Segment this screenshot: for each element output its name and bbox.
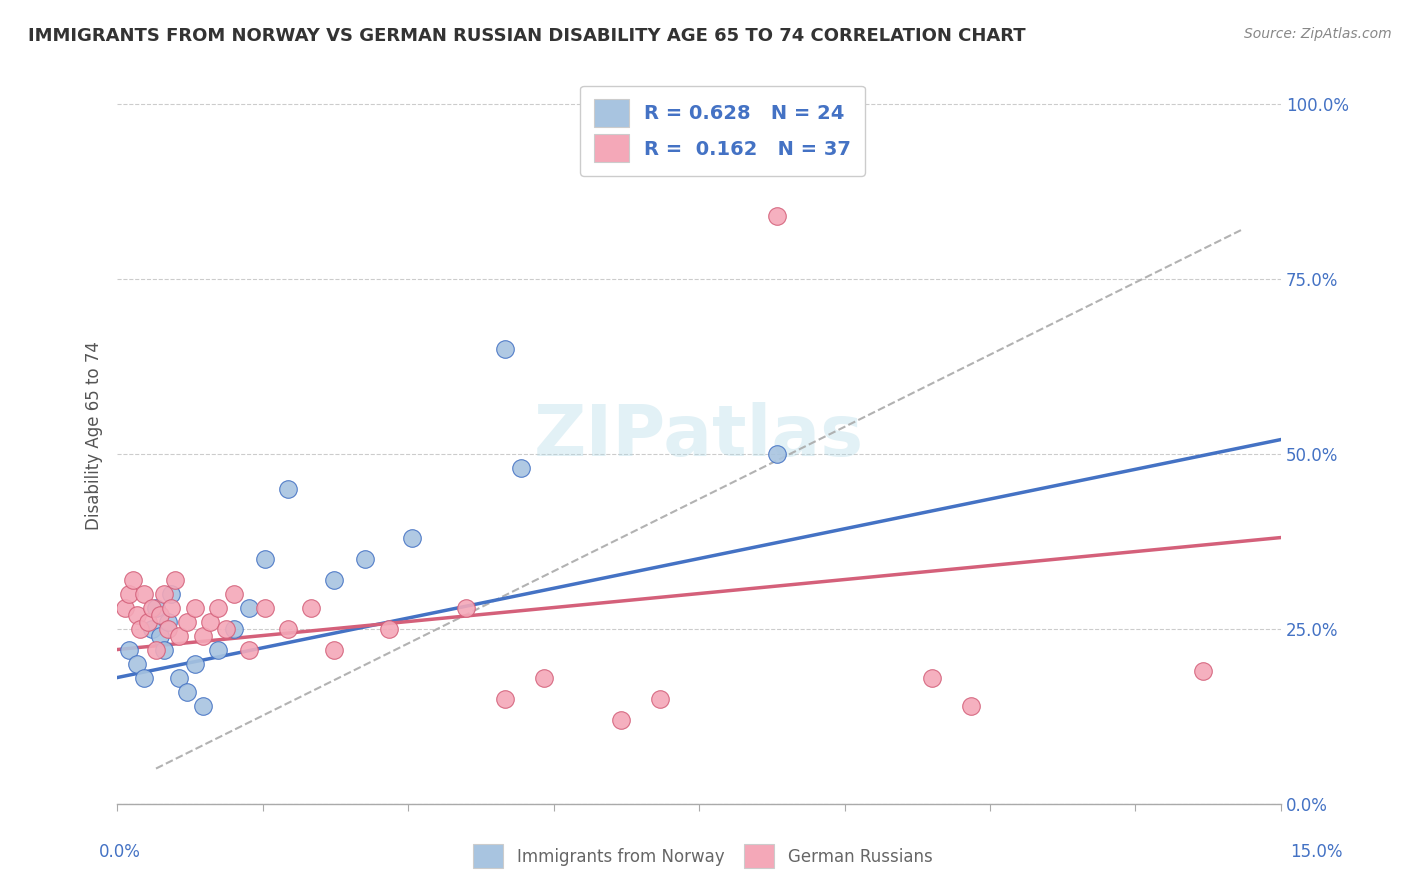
Point — [165, 573, 187, 587]
Point — [118, 642, 141, 657]
Point — [149, 607, 172, 622]
Point — [141, 622, 163, 636]
Point — [253, 600, 276, 615]
Point — [125, 657, 148, 671]
Point — [650, 691, 672, 706]
Point — [765, 446, 787, 460]
Point — [167, 671, 190, 685]
Point — [377, 622, 399, 636]
Point — [959, 698, 981, 713]
Point — [238, 642, 260, 657]
Point — [207, 600, 229, 615]
Text: ZIPatlas: ZIPatlas — [534, 401, 865, 471]
Point — [207, 642, 229, 657]
Point — [277, 622, 299, 636]
Point — [118, 586, 141, 600]
Point — [145, 600, 167, 615]
Point — [176, 615, 198, 629]
Point — [323, 642, 346, 657]
Point — [136, 615, 159, 629]
Point — [921, 671, 943, 685]
Point — [765, 209, 787, 223]
Point — [1192, 664, 1215, 678]
Point — [184, 657, 207, 671]
Point — [184, 600, 207, 615]
Point — [167, 629, 190, 643]
Point — [160, 600, 183, 615]
Point — [299, 600, 322, 615]
Point — [191, 698, 214, 713]
Point — [121, 573, 143, 587]
Point — [509, 460, 531, 475]
Text: 0.0%: 0.0% — [98, 843, 141, 861]
Point — [134, 586, 156, 600]
Text: 15.0%: 15.0% — [1291, 843, 1343, 861]
Legend: Immigrants from Norway, German Russians: Immigrants from Norway, German Russians — [467, 838, 939, 875]
Point — [134, 671, 156, 685]
Point — [354, 551, 377, 566]
Point — [494, 691, 516, 706]
Legend: R = 0.628   N = 24, R =  0.162   N = 37: R = 0.628 N = 24, R = 0.162 N = 37 — [581, 86, 865, 176]
Point — [156, 622, 179, 636]
Point — [401, 531, 423, 545]
Point — [222, 586, 245, 600]
Point — [156, 615, 179, 629]
Point — [114, 600, 136, 615]
Point — [145, 642, 167, 657]
Point — [176, 684, 198, 698]
Point — [222, 622, 245, 636]
Point — [200, 615, 222, 629]
Point — [610, 713, 633, 727]
Text: IMMIGRANTS FROM NORWAY VS GERMAN RUSSIAN DISABILITY AGE 65 TO 74 CORRELATION CHA: IMMIGRANTS FROM NORWAY VS GERMAN RUSSIAN… — [28, 27, 1026, 45]
Point — [277, 482, 299, 496]
Point — [253, 551, 276, 566]
Point — [129, 622, 152, 636]
Point — [323, 573, 346, 587]
Point — [160, 586, 183, 600]
Point — [149, 629, 172, 643]
Y-axis label: Disability Age 65 to 74: Disability Age 65 to 74 — [86, 342, 103, 531]
Point — [152, 586, 174, 600]
Point — [191, 629, 214, 643]
Point — [494, 342, 516, 356]
Point — [456, 600, 478, 615]
Point — [238, 600, 260, 615]
Text: Source: ZipAtlas.com: Source: ZipAtlas.com — [1244, 27, 1392, 41]
Point — [533, 671, 555, 685]
Point — [215, 622, 238, 636]
Point — [125, 607, 148, 622]
Point — [152, 642, 174, 657]
Point — [141, 600, 163, 615]
